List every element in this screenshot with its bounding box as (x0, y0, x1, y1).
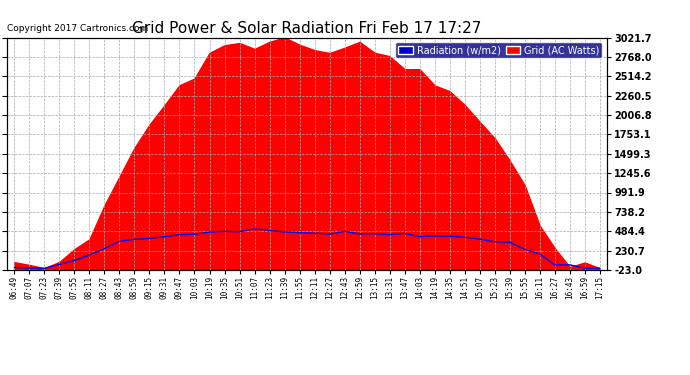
Text: Copyright 2017 Cartronics.com: Copyright 2017 Cartronics.com (7, 24, 148, 33)
Legend: Radiation (w/m2), Grid (AC Watts): Radiation (w/m2), Grid (AC Watts) (395, 42, 602, 58)
Title: Grid Power & Solar Radiation Fri Feb 17 17:27: Grid Power & Solar Radiation Fri Feb 17 … (132, 21, 482, 36)
